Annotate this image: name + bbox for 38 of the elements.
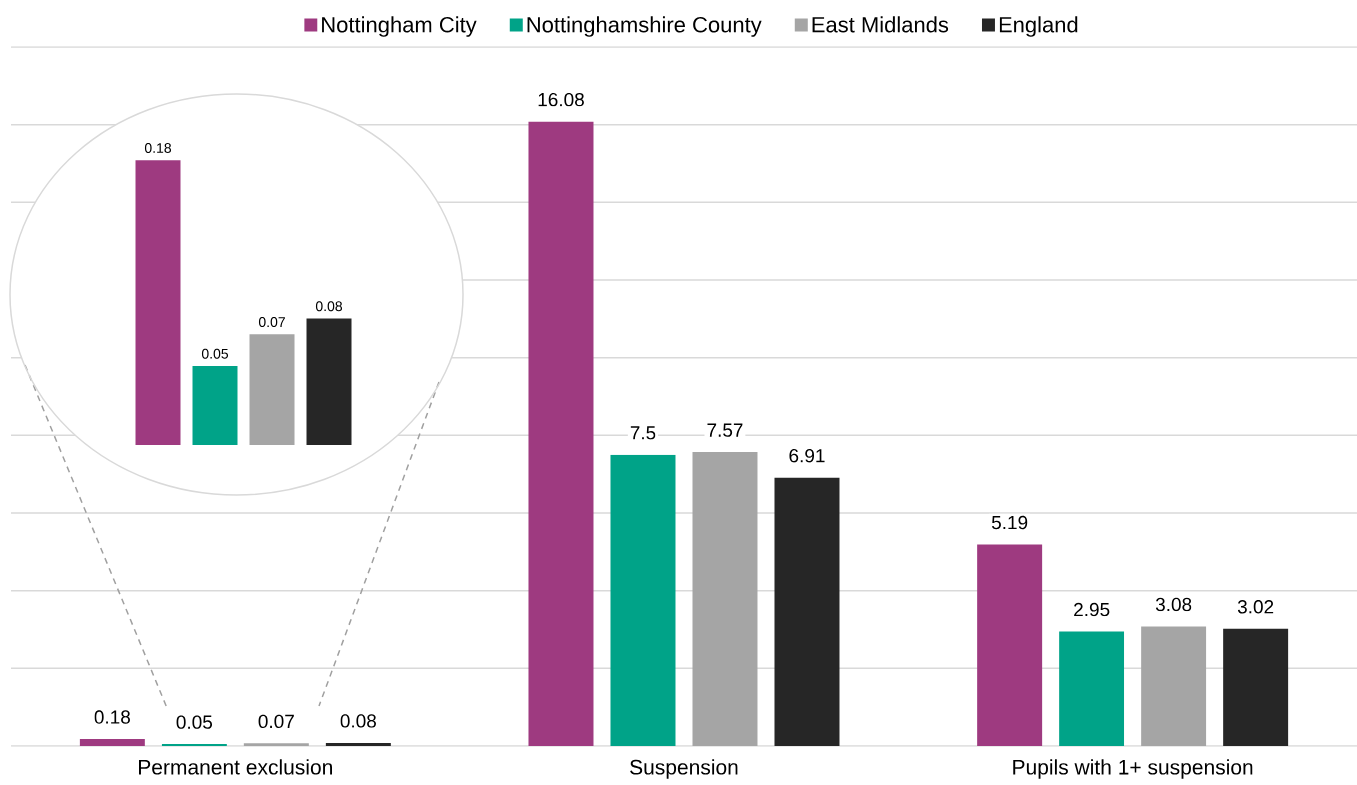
bar — [528, 121, 594, 746]
data-label: 7.57 — [707, 423, 743, 437]
legend-label: England — [999, 16, 1078, 37]
data-label: 16.08 — [538, 92, 584, 107]
bar — [610, 454, 676, 746]
bar — [249, 334, 295, 445]
legend-label: East Midlands — [812, 16, 949, 33]
bar — [306, 318, 352, 445]
bar — [774, 477, 840, 746]
legend-label: Nottingham City — [322, 16, 477, 37]
data-label: 2.95 — [1074, 602, 1110, 617]
x-tick-label: Suspension — [630, 759, 738, 779]
bar — [135, 160, 181, 445]
data-label: 3.02 — [1237, 600, 1274, 614]
data-label: 0.07 — [258, 714, 294, 729]
bar — [1059, 631, 1125, 746]
data-label: 7.5 — [630, 426, 656, 440]
data-label: 6.91 — [789, 449, 825, 463]
data-label: 3.08 — [1155, 597, 1192, 612]
data-label: 0.08 — [340, 714, 376, 728]
x-tick-label: Pupils with 1+ suspension — [1013, 759, 1253, 779]
bar — [692, 452, 758, 746]
bar — [977, 544, 1043, 746]
data-label: 0.05 — [176, 715, 213, 729]
legend-label: Nottinghamshire County — [527, 16, 762, 37]
bar — [192, 365, 238, 445]
data-label: 0.18 — [144, 143, 172, 153]
x-tick-label: Permanent exclusion — [139, 759, 332, 775]
bar — [1223, 628, 1289, 746]
bar — [1141, 626, 1207, 746]
data-label: 5.19 — [991, 515, 1028, 530]
bar — [243, 743, 309, 746]
bar — [79, 739, 145, 746]
data-label: 0.07 — [258, 317, 285, 328]
data-label: 0.18 — [94, 710, 130, 724]
data-label: 0.08 — [315, 301, 343, 312]
bar — [325, 742, 391, 746]
data-label: 0.05 — [201, 348, 229, 359]
